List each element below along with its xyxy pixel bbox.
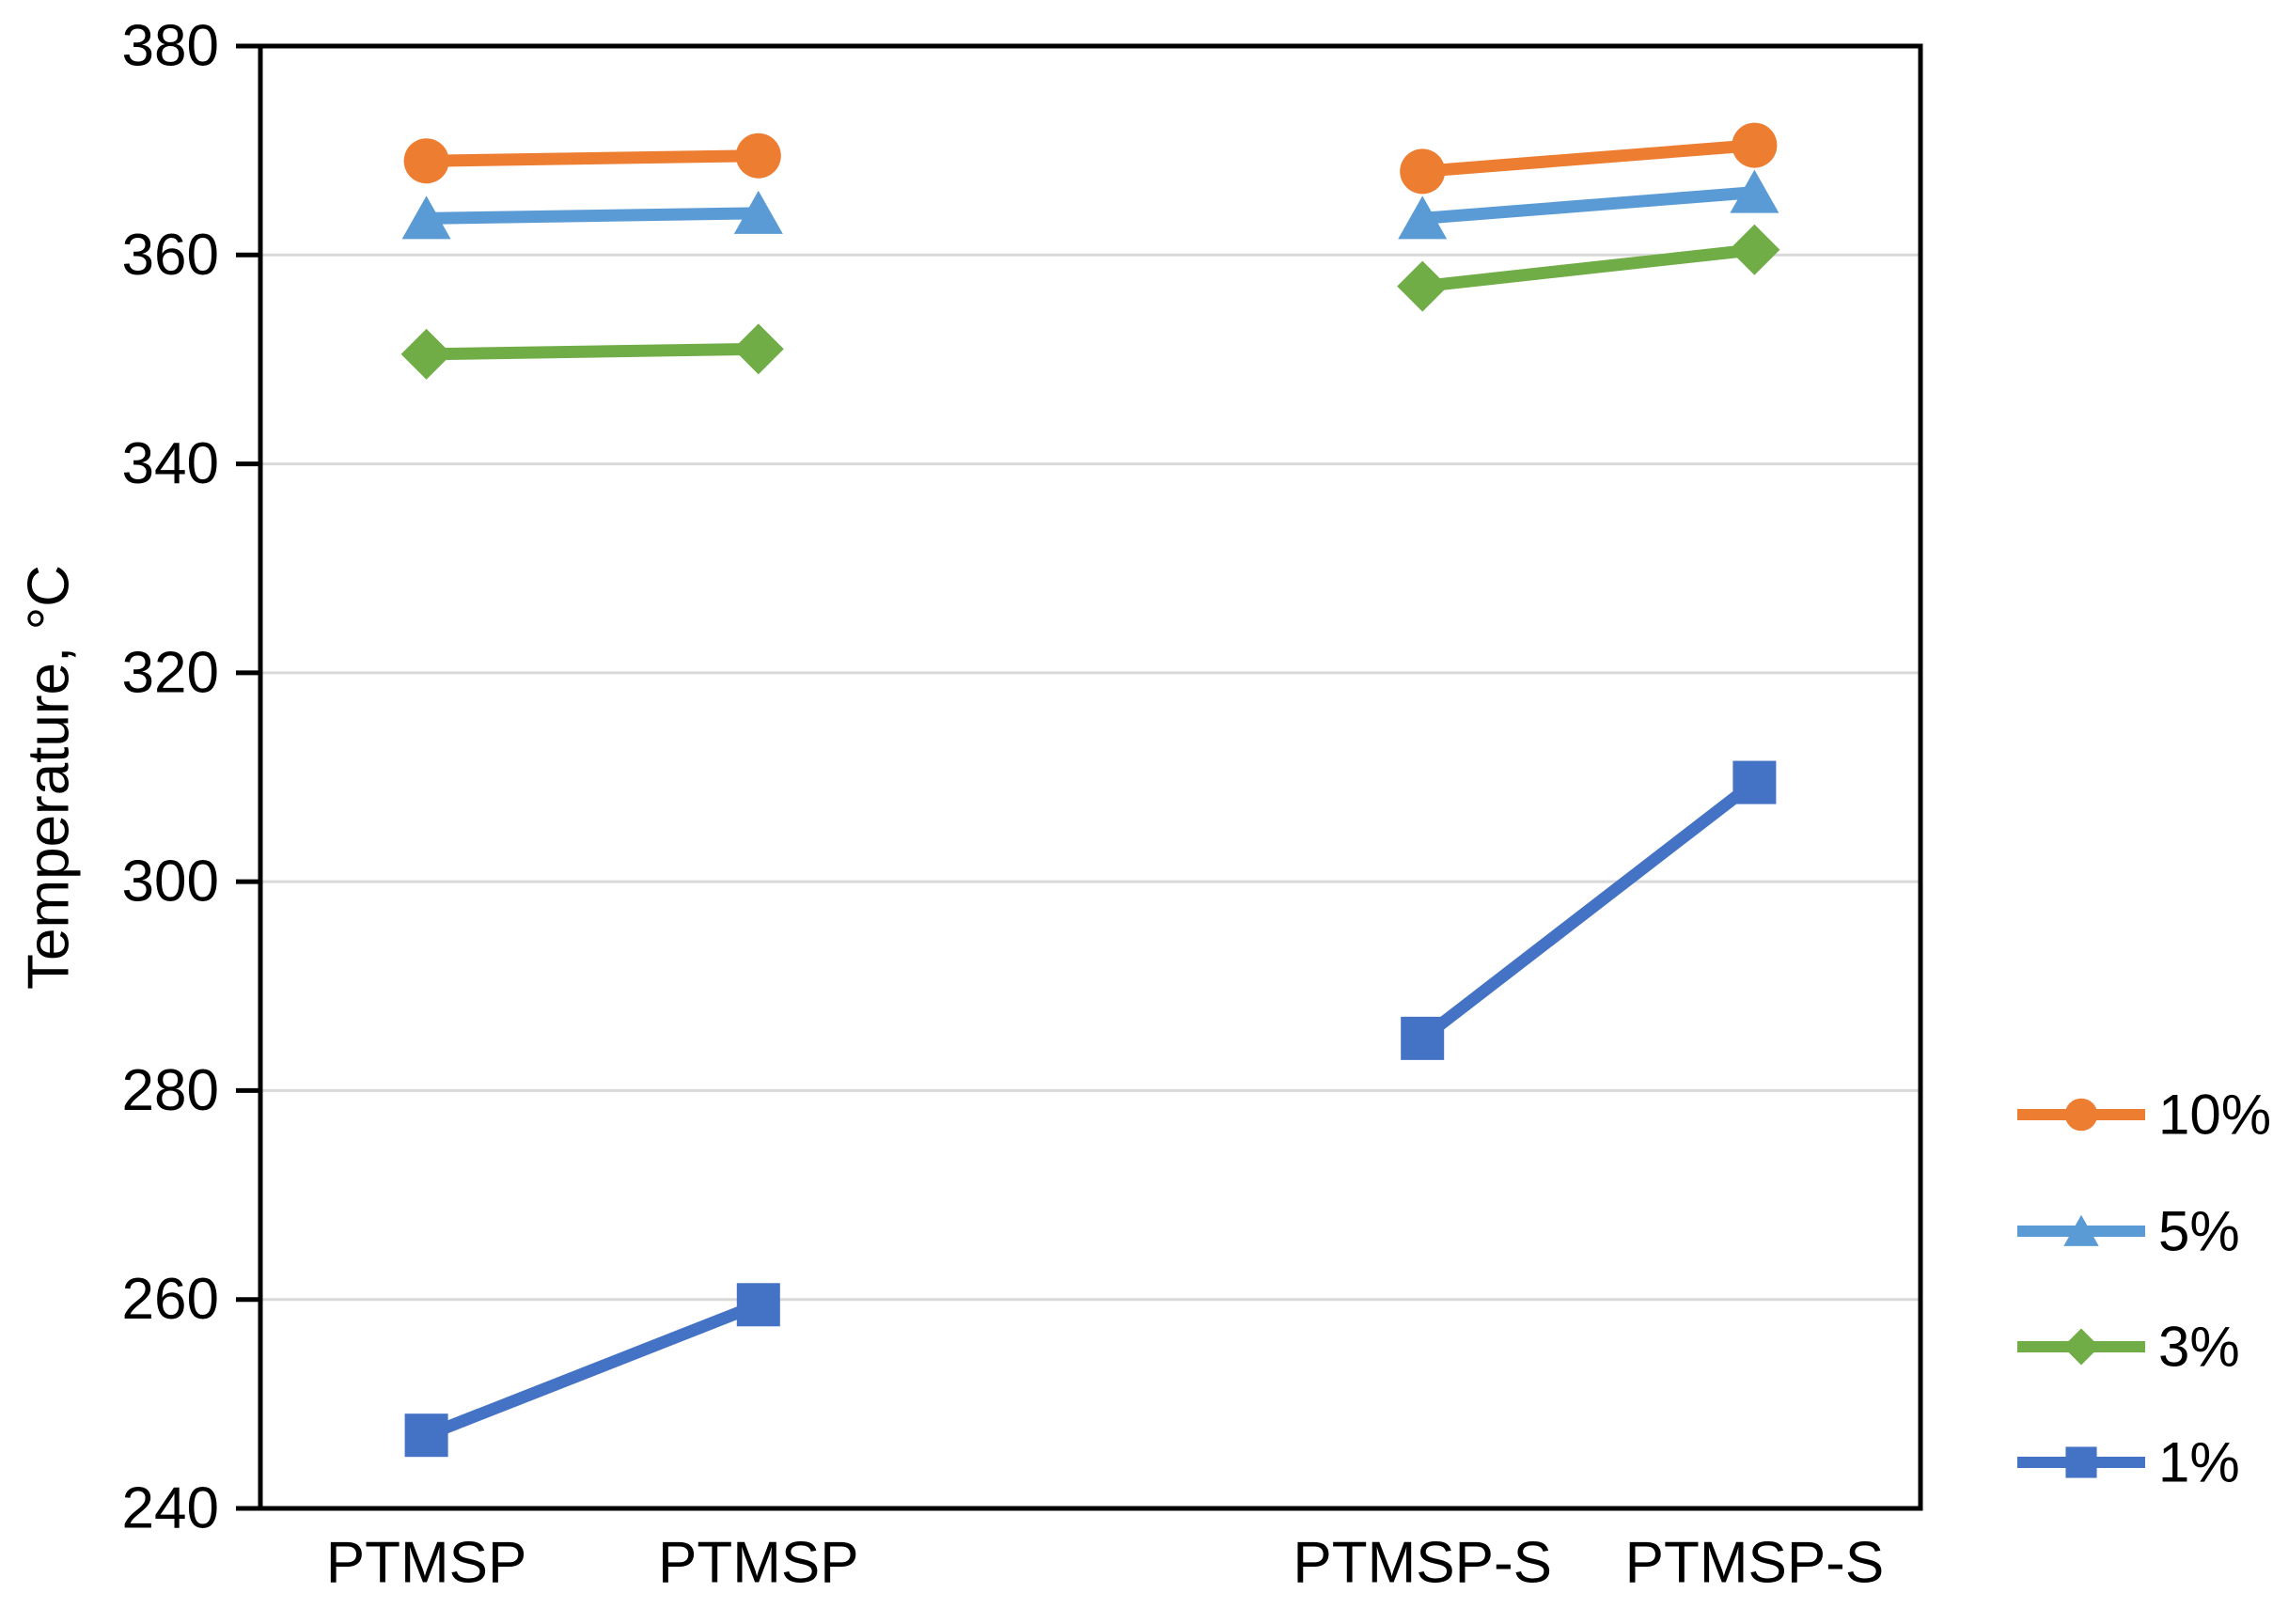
series-3-percent xyxy=(426,243,1756,361)
y-tick-label: 320 xyxy=(122,640,219,705)
marker-10-percent xyxy=(403,138,449,184)
y-tick-label: 300 xyxy=(122,850,219,914)
marker-5-percent xyxy=(1398,195,1448,240)
marker-5-percent xyxy=(1730,169,1779,213)
y-tick-label: 280 xyxy=(122,1058,219,1123)
y-tick-label: 240 xyxy=(122,1476,219,1541)
marker-10-percent xyxy=(1400,148,1446,195)
y-tick-label: 340 xyxy=(122,431,219,496)
marker-5-percent xyxy=(733,190,783,234)
marker-3-percent xyxy=(400,328,452,380)
legend-item-1-percent: 1% xyxy=(2017,1431,2240,1494)
legend-label: 10% xyxy=(2158,1084,2271,1147)
y-tick-label: 380 xyxy=(122,14,219,79)
legend-marker-5-percent xyxy=(2063,1214,2099,1246)
marker-3-percent xyxy=(732,323,784,375)
marker-5-percent xyxy=(401,195,451,240)
y-tick-label: 260 xyxy=(122,1267,219,1332)
marker-1-percent xyxy=(404,1413,448,1458)
marker-1-percent xyxy=(1401,1016,1445,1060)
series-1-percent xyxy=(424,777,1759,1442)
line-1-percent xyxy=(424,1299,761,1442)
marker-3-percent xyxy=(1729,224,1780,275)
y-axis-title: Temperature, °C xyxy=(17,565,82,990)
marker-10-percent xyxy=(1732,122,1778,168)
plot-area-border xyxy=(258,43,1923,1511)
line-1-percent xyxy=(1419,777,1759,1044)
y-tick-label: 360 xyxy=(122,223,219,288)
line-10-percent xyxy=(1421,139,1755,178)
marker-1-percent xyxy=(736,1283,780,1327)
legend-label: 3% xyxy=(2158,1316,2240,1379)
legend-item-3-percent: 3% xyxy=(2017,1316,2240,1379)
legend-item-5-percent: 5% xyxy=(2017,1200,2240,1263)
line-3-percent xyxy=(1421,243,1756,293)
legend-item-10-percent: 10% xyxy=(2017,1084,2271,1147)
legend-marker-10-percent xyxy=(2064,1098,2098,1132)
series-10-percent xyxy=(426,139,1755,178)
series-5-percent xyxy=(426,186,1755,225)
x-axis-label: PTMSP xyxy=(326,1531,527,1596)
marker-1-percent xyxy=(1732,760,1777,804)
legend-marker-3-percent xyxy=(2062,1328,2100,1366)
legend-label: 5% xyxy=(2158,1200,2240,1263)
x-axis-label: PTMSP-S xyxy=(1625,1531,1885,1596)
x-axis-label: PTMSP-S xyxy=(1293,1531,1552,1596)
line-5-percent xyxy=(426,207,759,225)
x-axis-label: PTMSP xyxy=(658,1531,859,1596)
line-10-percent xyxy=(426,149,759,167)
marker-10-percent xyxy=(735,133,781,179)
marker-3-percent xyxy=(1397,260,1449,312)
line-3-percent xyxy=(426,342,759,361)
legend-marker-1-percent xyxy=(2065,1446,2097,1478)
line-5-percent xyxy=(1421,186,1755,225)
legend-label: 1% xyxy=(2158,1431,2240,1494)
